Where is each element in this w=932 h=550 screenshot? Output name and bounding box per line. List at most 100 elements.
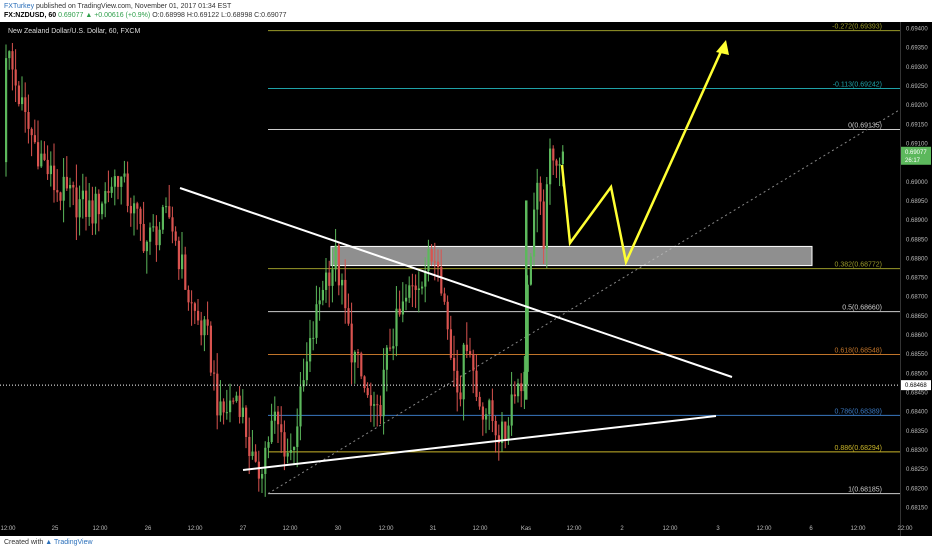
candle-body (62, 176, 65, 201)
candle-body (366, 388, 369, 396)
candle-body (312, 337, 315, 339)
candle-body (251, 451, 254, 456)
candle-body (165, 206, 168, 208)
candle-body (219, 401, 222, 416)
time-tick-7: 30 (335, 526, 342, 532)
projection-arrowhead (716, 40, 729, 55)
candle-body (5, 58, 8, 163)
candle-body (542, 201, 545, 249)
tradingview-link[interactable]: TradingView (54, 539, 93, 546)
candle-body (360, 353, 363, 377)
fib-label-3: 0.382(0.68772) (835, 262, 882, 269)
price-change: 0.69077 ▲ +0.00616 (+0.9%) (58, 12, 151, 19)
fib-trend-line (267, 109, 901, 495)
candle-body (379, 405, 382, 417)
candle-body (369, 395, 372, 406)
price-tick-25: 0.69400 (906, 27, 928, 33)
time-tick-9: 31 (430, 526, 437, 532)
candle-body (88, 200, 91, 217)
candle-body (81, 190, 84, 200)
candle-body (149, 227, 152, 242)
candle-body (382, 369, 385, 417)
candle-body (110, 186, 113, 193)
candle-body (216, 373, 219, 416)
candle-body (424, 270, 427, 287)
candle-body (296, 426, 299, 447)
time-tick-17: 6 (809, 526, 813, 532)
candle-body (497, 435, 500, 443)
projection-path (560, 46, 725, 267)
time-tick-13: 2 (620, 526, 624, 532)
candle-body (363, 376, 366, 389)
price-tick-21: 0.69200 (906, 103, 928, 109)
price-tick-4: 0.68350 (906, 429, 928, 435)
ascending-trendline (242, 415, 717, 471)
candle-body (187, 289, 190, 303)
candle-body (446, 301, 449, 330)
candle-body (59, 192, 62, 201)
candle-body (33, 135, 36, 143)
axes: 0.68150 0.68200 0.68250 0.68300 0.68350 0.684… (0, 27, 931, 532)
candle-body (142, 223, 145, 252)
candle-body (24, 97, 27, 113)
price-tick-17: 0.69000 (906, 180, 928, 186)
candle-body (517, 383, 520, 397)
publisher-name[interactable]: FXTurkey (4, 3, 35, 10)
candle-body (459, 392, 462, 400)
price-tick-9: 0.68600 (906, 333, 928, 339)
candle-body (302, 380, 305, 387)
price-tick-15: 0.68900 (906, 218, 928, 224)
candle-body (344, 279, 347, 309)
time-tick-19: 22:00 (897, 526, 913, 532)
candle-body (152, 226, 155, 228)
candle-body (443, 293, 446, 302)
candle-body (305, 361, 308, 381)
footer: Created with ▲ TradingView (0, 536, 932, 550)
candle-body (30, 128, 33, 136)
candle-body (357, 351, 360, 354)
candle-body (72, 185, 75, 188)
candle-body (485, 414, 488, 420)
candle-body (75, 187, 78, 218)
fib-label-0: -0.272(0.69393) (832, 24, 882, 31)
candle-body (161, 207, 164, 230)
price-tick-0: 0.68150 (906, 506, 928, 512)
candle-body (328, 272, 331, 286)
breakout-candle (525, 200, 528, 400)
candle-body (289, 450, 292, 453)
price-axis[interactable] (900, 22, 932, 536)
candle-body (421, 286, 424, 289)
candle-body (225, 412, 228, 414)
time-tick-10: 12:00 (472, 526, 488, 532)
candle-body (523, 371, 526, 392)
candle-body (117, 176, 120, 187)
price-tick-3: 0.68300 (906, 448, 928, 454)
candle-body (376, 404, 379, 406)
candle-body (104, 191, 107, 204)
candle-body (181, 254, 184, 270)
candle-body (174, 231, 177, 241)
time-tick-11: Kas (521, 526, 531, 532)
candle-body (449, 329, 452, 358)
candle-body (462, 344, 465, 400)
candle-body (273, 411, 276, 421)
candle-body (472, 353, 475, 371)
candle-body (113, 176, 116, 187)
publish-info: published on TradingView.com, November 0… (36, 3, 232, 10)
resistance-zone-box (330, 245, 813, 267)
candle-body (283, 432, 286, 457)
fib-label-6: 0.786(0.68389) (835, 408, 882, 415)
candle-body (510, 394, 513, 426)
candle-body (507, 425, 510, 441)
candle-body (315, 304, 318, 338)
candle-body (309, 338, 312, 362)
time-tick-5: 27 (240, 526, 247, 532)
candle-body (398, 308, 401, 315)
candle-body (213, 372, 216, 374)
candle-body (501, 421, 504, 443)
price-tick-8: 0.68550 (906, 352, 928, 358)
current-price-timer: 26:17 (905, 158, 921, 164)
candle-body (241, 407, 244, 417)
candle-body (248, 436, 251, 456)
